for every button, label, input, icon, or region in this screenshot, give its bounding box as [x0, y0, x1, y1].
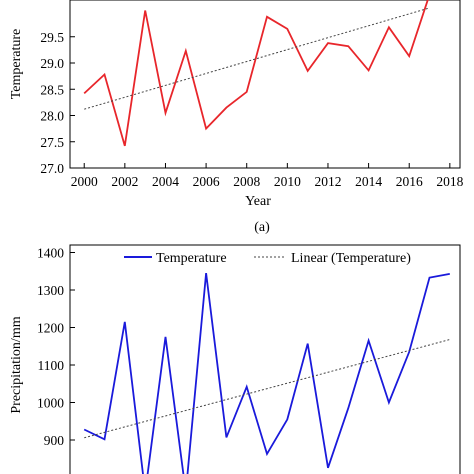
y-axis-ticks: 27.0 27.5 28.0 28.5 29.0 29.5: [40, 30, 75, 176]
legend-label: Linear (Temperature): [291, 251, 411, 266]
series-line: [83, 272, 450, 474]
y-tick-label: 28.5: [40, 82, 64, 97]
y-tick-label: 27.5: [40, 135, 64, 150]
y-axis-label: Temperature: [9, 29, 24, 100]
plot-lines: [83, 272, 450, 474]
trend-line: [84, 7, 430, 110]
x-axis-label: Year: [245, 194, 271, 209]
y-tick-label: 1400: [37, 246, 64, 261]
y-tick-label: 1100: [38, 358, 65, 373]
y-tick-label: 29.0: [40, 56, 64, 71]
plot-lines: [83, 0, 430, 147]
y-tick-label: 1000: [37, 396, 64, 411]
x-tick-label: 2018: [436, 174, 463, 189]
y-tick-label: 28.0: [40, 109, 64, 124]
y-tick-label: 29.5: [40, 30, 64, 45]
trend-line: [84, 339, 450, 439]
x-tick-label: 2012: [314, 174, 341, 189]
temperature-chart: 27.027.528.028.529.029.5 2000 2002 2004 200…: [9, 0, 464, 235]
x-axis-ticks: 2000 2002 2004 2006 2008 2010 2012 2014 2016 2018: [71, 163, 464, 189]
legend: Temperature Linear (Temperature): [124, 251, 411, 266]
x-tick-label: 2014: [355, 174, 382, 189]
x-tick-label: 2008: [233, 174, 260, 189]
x-tick-label: 2004: [152, 174, 179, 189]
y-tick-label: 1200: [37, 321, 64, 336]
plot-frame: [69, 0, 461, 169]
x-tick-label: 2002: [111, 174, 138, 189]
series-line: [83, 0, 429, 147]
x-tick-label: 2016: [396, 174, 423, 189]
legend-label: Temperature: [156, 251, 227, 266]
x-tick-label: 2010: [274, 174, 301, 189]
y-tick-label: 1300: [37, 283, 64, 298]
y-axis-label: Precipitation/mm: [9, 316, 24, 413]
precipitation-chart: 900 1000 1100 1200 1300 1400 Precipitation/mm…: [9, 244, 461, 474]
x-tick-label: 2000: [71, 174, 98, 189]
panel-caption: (a): [254, 220, 270, 235]
y-axis-ticks: 900 1000 1100 1200 1300 1400: [37, 246, 75, 448]
y-tick-label: 27.0: [40, 161, 64, 176]
y-tick-label: 900: [44, 433, 65, 448]
x-tick-label: 2006: [193, 174, 220, 189]
